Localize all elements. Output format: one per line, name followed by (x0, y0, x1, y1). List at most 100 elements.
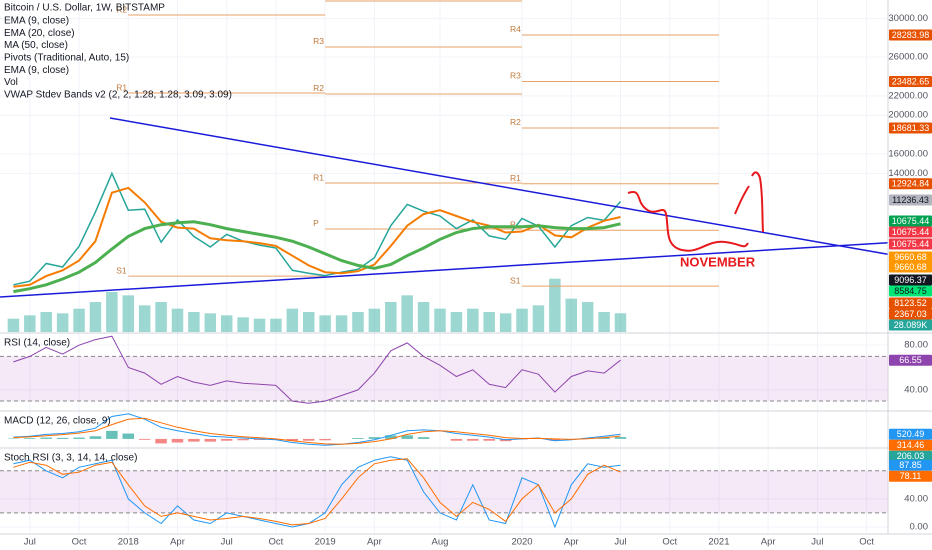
volume-bar (106, 292, 118, 332)
histogram-bar (483, 438, 495, 441)
price-pane: R2R1S1R4R3R2R1PR4R3R2R1PS1 (7, 0, 719, 332)
pivot-label: R2 (510, 117, 521, 127)
drawings (0, 117, 888, 298)
volume-bar (467, 308, 479, 332)
histogram-bar (122, 433, 135, 439)
histogram-bar (204, 438, 217, 442)
x-tick-label: 2020 (511, 537, 532, 548)
y-tick-label: 22000.00 (888, 90, 928, 101)
band-fill (0, 356, 888, 402)
value-box (889, 439, 932, 451)
pivot-label: S1 (116, 265, 127, 275)
value-box-label: 8123.52 (894, 298, 927, 308)
value-box (889, 319, 932, 331)
volume-bar (286, 308, 299, 332)
value-box-label: 87.85 (899, 460, 922, 470)
y-tick-label: 26000.00 (888, 52, 928, 63)
freehand (627, 190, 749, 252)
volume-bar (565, 298, 578, 332)
volume-bar (24, 315, 36, 332)
volume-bar (549, 278, 561, 332)
value-box-label: 314.46 (897, 440, 925, 450)
volume-bar (483, 312, 495, 332)
histogram-bar (417, 437, 430, 439)
pivot-label: R2 (116, 4, 127, 14)
volume-bar (417, 302, 430, 332)
y-tick-label: 14000.00 (888, 168, 928, 179)
volume-bar (598, 312, 610, 332)
pivot-label: R3 (510, 71, 521, 81)
value-box (889, 261, 932, 273)
value-box (889, 428, 932, 440)
histogram-bar (614, 437, 627, 439)
value-box-label: 78.11 (900, 471, 922, 481)
value-box-label: 28.089K (894, 320, 928, 330)
volume-bar (368, 308, 381, 332)
pivot-label: R4 (510, 24, 521, 34)
series-line (13, 413, 621, 446)
rsi-pane (0, 335, 888, 404)
series-line (13, 220, 621, 294)
y-tick-label: 16000.00 (888, 148, 928, 159)
volume-bar (122, 295, 135, 332)
histogram-bar (368, 437, 381, 439)
x-tick-label: Apr (761, 537, 776, 548)
histogram-bar (286, 438, 299, 441)
histogram-bar (253, 438, 266, 440)
pivot-label: P (510, 220, 516, 230)
value-box-label: 11236.43 (892, 195, 929, 205)
y-tick-label: 30000.00 (888, 13, 928, 24)
histogram-bar (106, 430, 118, 439)
x-tick-label: 2018 (118, 537, 139, 548)
value-box-label: 28283.98 (892, 30, 930, 40)
x-tick-label: 2021 (708, 537, 729, 548)
x-tick-label: Oct (72, 537, 87, 548)
y-tick-label: 40.00 (904, 384, 928, 395)
volume-bar (73, 308, 85, 332)
value-box-label: 9096.37 (894, 275, 927, 285)
x-tick-label: 2019 (315, 537, 336, 548)
volume-bar (499, 313, 512, 332)
volume-bar (155, 302, 167, 332)
histogram-bar (319, 438, 331, 441)
x-tick-label: Jul (24, 537, 36, 548)
value-box-label: 10675.44 (892, 216, 930, 226)
x-tick-label: Jul (221, 537, 233, 548)
x-tick-label: Oct (662, 537, 677, 548)
x-tick-label: Apr (564, 537, 579, 548)
value-box-label: 18681.33 (892, 123, 930, 133)
grid (0, 0, 888, 534)
value-box (889, 226, 932, 238)
histogram-bar (24, 438, 36, 439)
y-tick-label: 40.00 (904, 493, 928, 504)
volume-bar (7, 318, 20, 332)
value-box-label: 206.03 (897, 451, 925, 461)
pane-title: RSI (14, close) (4, 338, 70, 349)
value-box-label: 8584.75 (894, 286, 927, 296)
value-box (889, 29, 932, 41)
value-box-label: 66.55 (899, 355, 922, 365)
value-box (889, 178, 932, 190)
series-line (13, 186, 621, 288)
volume-bar (188, 312, 200, 332)
value-box (889, 450, 932, 462)
volume-bar (319, 315, 331, 332)
trendline (109, 117, 888, 256)
stoch-pane (0, 456, 888, 529)
histogram-bar (56, 437, 69, 439)
pivot-label: R1 (510, 173, 521, 183)
x-tick-label: Oct (269, 537, 284, 548)
value-box (889, 459, 932, 471)
volume-bar (614, 313, 627, 332)
pivot-label: R2 (313, 83, 324, 93)
histogram-bar (467, 438, 479, 441)
volume-bar (56, 313, 69, 332)
volume-bar (204, 313, 217, 332)
value-box (889, 238, 932, 250)
histogram-bar (352, 438, 364, 439)
x-tick-label: Apr (367, 537, 382, 548)
value-box-label: 23482.65 (892, 76, 930, 86)
volume-bar (237, 317, 249, 332)
volume-bar (434, 308, 446, 332)
